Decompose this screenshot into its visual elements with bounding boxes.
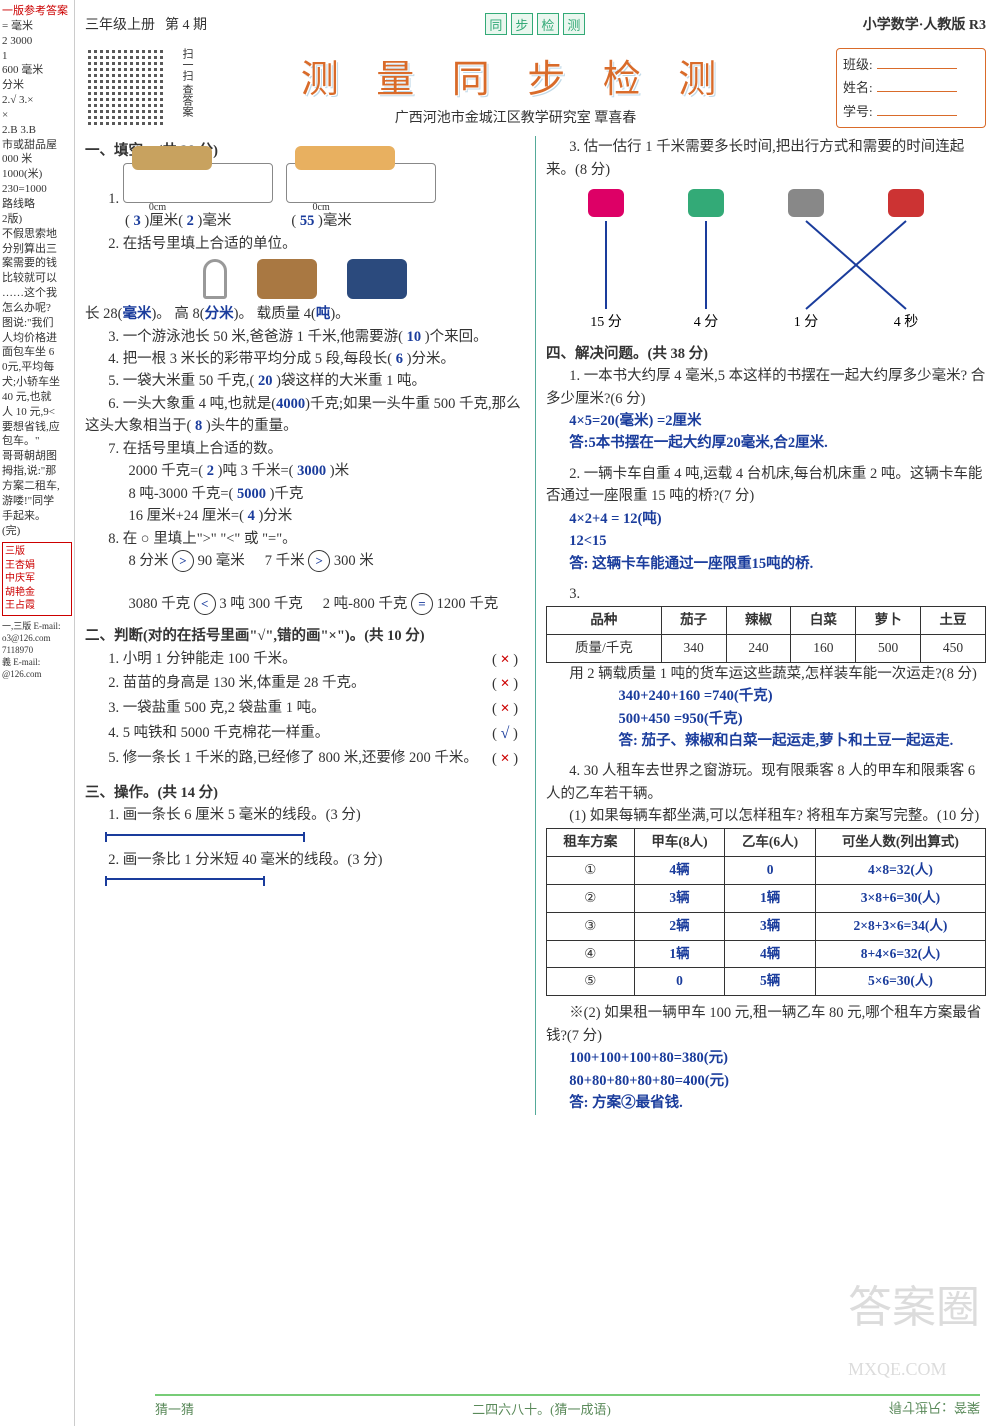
footer-left: 猜一猜 — [155, 1399, 194, 1418]
issue-label: 第 4 期 — [165, 14, 207, 34]
edition-stamp: 三版王杏娟中庆军胡艳金王占霞 — [2, 542, 72, 616]
desk-icon — [257, 259, 317, 299]
ruler-2 — [286, 163, 436, 203]
q3-sol-3: 答: 茄子、辣椒和白菜一起运走,萝卜和土豆一起运走. — [619, 730, 987, 752]
sec4-q3-intro: 3. — [546, 583, 986, 605]
left-answer-strip: 一版参考答案 = 毫米2 30001600 毫米分米2.√ 3.××2.B 3.… — [0, 0, 75, 1426]
footer: 猜一猜 二四六八十。(猜一成语) 得寸进尺：答案 — [155, 1394, 980, 1418]
sec4-q4-2: ※(2) 如果租一辆甲车 100 元,租一辆乙车 80 元,哪个租车方案最省钱?… — [546, 1002, 986, 1047]
q4-2-sol-1: 100+100+100+80=380(元) — [546, 1047, 986, 1069]
rental-table: 租车方案甲车(8人)乙车(6人)可坐人数(列出算式)①4辆04×8=32(人)②… — [546, 828, 986, 997]
q2-sol-2: 12<15 — [546, 530, 986, 552]
sec4-heading: 四、解决问题。(共 38 分) — [546, 343, 986, 365]
class-label: 班级: — [843, 57, 873, 72]
matching-diagram: 15 分 4 分 1 分 4 秒 — [546, 181, 966, 331]
truck-icon — [347, 259, 407, 299]
name-label: 姓名: — [843, 80, 873, 95]
drawn-segment-2 — [105, 878, 265, 880]
q4-2-sol-3: 答: 方案②最省钱. — [546, 1092, 986, 1114]
page-subtitle: 广西河池市金城江区教学研究室 覃喜春 — [209, 107, 822, 127]
sec1-q6: 6. 一头大象重 4 吨,也就是(4000)千克;如果一头牛重 500 千克,那… — [85, 393, 525, 438]
q1-sol-1: 4×5=20(毫米) =2厘米 — [546, 410, 986, 432]
vegetable-table: 品种茄子辣椒白菜萝卜土豆质量/千克340240160500450 — [546, 606, 986, 663]
q2-sol-3: 答: 这辆卡车能通过一座限重15吨的桥. — [546, 553, 986, 575]
sec1-q5: 5. 一袋大米重 50 千克,( 20 )袋这样的大米重 1 吨。 — [85, 370, 525, 392]
clip-icon — [203, 259, 227, 299]
col-left: 一、填空。(共 38 分) 1. ( 3 )厘米( 2 )毫米 ( 55 )毫米… — [85, 136, 525, 1115]
drawn-segment-1 — [105, 834, 305, 836]
ruler-1 — [123, 163, 273, 203]
footer-right: 得寸进尺：答案 — [889, 1399, 980, 1418]
banner-tag: 同步检测 — [485, 13, 585, 35]
student-info-box: 班级: 姓名: 学号: — [836, 48, 986, 128]
sec1-q2-intro: 2. 在括号里填上合适的单位。 — [85, 233, 525, 255]
sec1-q2-line: 长 28(毫米)。 高 8(分米)。 载质量 4(吨)。 — [85, 303, 525, 325]
qr-code — [85, 48, 165, 128]
id-label: 学号: — [843, 104, 873, 119]
sec4-q2: 2. 一辆卡车自重 4 吨,运载 4 台机床,每台机床重 2 吨。这辆卡车能否通… — [546, 463, 986, 508]
svg-text:1 分: 1 分 — [794, 314, 819, 330]
sec1-q7-intro: 7. 在括号里填上合适的数。 — [85, 438, 525, 460]
sec4-q3-q: 用 2 辆载质量 1 吨的货车运这些蔬菜,怎样装车能一次运走?(8 分) — [546, 663, 986, 685]
sec2-heading: 二、判断(对的在括号里画"√",错的画"×")。(共 10 分) — [85, 625, 525, 647]
q1-sol-2: 答:5本书摆在一起大约厚20毫米,合2厘米. — [546, 432, 986, 454]
svg-text:15 分: 15 分 — [590, 314, 622, 330]
footer-mid: 二四六八十。(猜一成语) — [472, 1399, 611, 1418]
sec1-q3: 3. 一个游泳池长 50 米,爸爸游 1 千米,他需要游( 10 )个来回。 — [85, 326, 525, 348]
sec3-q1: 1. 画一条长 6 厘米 5 毫米的线段。(3 分) — [85, 804, 525, 826]
sec1-q4: 4. 把一根 3 米长的彩带平均分成 5 段,每段长( 6 )分米。 — [85, 348, 525, 370]
sec1-q8-intro: 8. 在 ○ 里填上">" "<" 或 "="。 — [85, 528, 525, 550]
grade-label: 三年级上册 — [85, 14, 155, 34]
q4-2-sol-2: 80+80+80+80+80=400(元) — [546, 1070, 986, 1092]
sec1-q1: 1. — [85, 163, 525, 210]
page-title: 测 量 同 步 检 测 — [209, 48, 822, 103]
svg-text:4 分: 4 分 — [694, 314, 719, 330]
strip-title: 一版参考答案 — [2, 4, 72, 19]
sec3-q3: 3. 估一估行 1 千米需要多长时间,把出行方式和需要的时间连起来。(8 分) — [546, 136, 986, 181]
sec4-q1: 1. 一本书大约厚 4 毫米,5 本这样的书摆在一起大约厚多少毫米? 合多少厘米… — [546, 365, 986, 410]
q3-sol-1: 340+240+160 =740(千克) — [619, 685, 987, 707]
sec3-q2: 2. 画一条比 1 分米短 40 毫米的线段。(3 分) — [85, 849, 525, 871]
sec3-heading: 三、操作。(共 14 分) — [85, 782, 525, 804]
banner: 三年级上册 第 4 期 同步检测 小学数学·人教版 R3 — [85, 6, 986, 42]
svg-text:4 秒: 4 秒 — [894, 314, 919, 330]
col-right: 3. 估一估行 1 千米需要多长时间,把出行方式和需要的时间连起来。(8 分) … — [546, 136, 986, 1115]
qr-label: 扫一扫 查答案 — [179, 48, 195, 117]
watermark: 答案圈 MXQE.COM — [848, 1271, 980, 1386]
subject-label: 小学数学·人教版 R3 — [863, 14, 986, 34]
sec4-q4-1: (1) 如果每辆车都坐满,可以怎样租车? 将租车方案写完整。(10 分) — [546, 805, 986, 827]
q3-sol-2: 500+450 =950(千克) — [619, 708, 987, 730]
q2-sol-1: 4×2+4 = 12(吨) — [546, 508, 986, 530]
sec4-q4: 4. 30 人租车去世界之窗游玩。现有限乘客 8 人的甲车和限乘客 6 人的乙车… — [546, 760, 986, 805]
